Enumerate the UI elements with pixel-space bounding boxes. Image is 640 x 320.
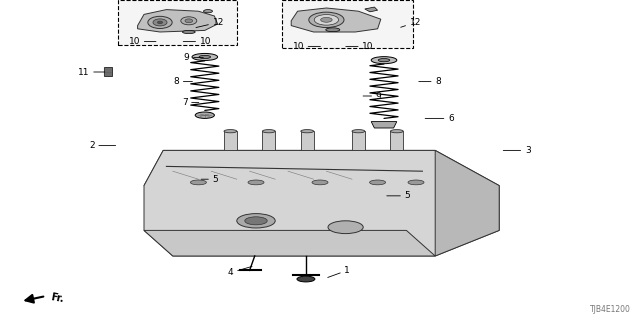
Text: TJB4E1200: TJB4E1200: [589, 305, 630, 314]
Text: 12: 12: [401, 18, 421, 27]
Text: 10: 10: [183, 37, 211, 46]
Text: 8: 8: [173, 77, 193, 86]
Text: 5: 5: [387, 191, 410, 200]
Text: 7: 7: [182, 98, 199, 107]
Text: 4: 4: [228, 266, 252, 277]
Text: 3: 3: [503, 146, 531, 155]
Bar: [104, 67, 112, 76]
Ellipse shape: [326, 28, 340, 32]
Ellipse shape: [157, 21, 163, 24]
Text: 10: 10: [129, 37, 156, 46]
Ellipse shape: [192, 53, 218, 60]
Ellipse shape: [180, 17, 197, 25]
Ellipse shape: [330, 44, 337, 48]
Bar: [224, 131, 237, 150]
Ellipse shape: [165, 39, 173, 43]
Text: 9: 9: [363, 92, 381, 100]
Ellipse shape: [224, 130, 237, 133]
Bar: [352, 131, 365, 150]
Bar: [301, 131, 314, 150]
Ellipse shape: [245, 217, 268, 225]
Text: 6: 6: [425, 114, 454, 123]
Ellipse shape: [371, 57, 397, 64]
Polygon shape: [144, 150, 499, 256]
Bar: [282, 0, 413, 48]
Polygon shape: [291, 8, 381, 32]
Ellipse shape: [191, 180, 206, 185]
Ellipse shape: [199, 55, 211, 59]
Text: 5: 5: [201, 175, 218, 184]
Polygon shape: [144, 150, 435, 186]
Polygon shape: [371, 122, 397, 128]
Bar: [262, 131, 275, 150]
Text: 12: 12: [196, 18, 224, 28]
Ellipse shape: [314, 15, 339, 25]
Polygon shape: [365, 7, 378, 12]
Ellipse shape: [262, 130, 275, 133]
Ellipse shape: [328, 221, 364, 234]
Ellipse shape: [185, 19, 193, 23]
Bar: [390, 131, 403, 150]
Text: 2: 2: [89, 141, 116, 150]
Text: 9: 9: [184, 53, 204, 62]
Polygon shape: [138, 10, 218, 32]
Ellipse shape: [308, 12, 344, 28]
Text: 11: 11: [78, 68, 105, 76]
Ellipse shape: [297, 276, 315, 282]
Ellipse shape: [321, 18, 332, 22]
Text: 8: 8: [419, 77, 441, 86]
Text: 10: 10: [346, 42, 374, 51]
Ellipse shape: [312, 180, 328, 185]
Ellipse shape: [352, 130, 365, 133]
Ellipse shape: [370, 180, 385, 185]
Polygon shape: [144, 230, 435, 256]
Polygon shape: [435, 150, 499, 256]
Ellipse shape: [378, 59, 390, 62]
Ellipse shape: [204, 10, 212, 13]
Ellipse shape: [153, 19, 167, 26]
Text: 1: 1: [328, 266, 350, 277]
Ellipse shape: [248, 180, 264, 185]
Ellipse shape: [301, 130, 314, 133]
Ellipse shape: [195, 112, 214, 118]
Ellipse shape: [182, 30, 195, 34]
Text: Fr.: Fr.: [50, 292, 65, 304]
Bar: [118, 0, 237, 45]
Ellipse shape: [148, 16, 172, 28]
Text: 10: 10: [292, 42, 321, 51]
Ellipse shape: [408, 180, 424, 185]
Ellipse shape: [390, 130, 403, 133]
Ellipse shape: [237, 214, 275, 228]
